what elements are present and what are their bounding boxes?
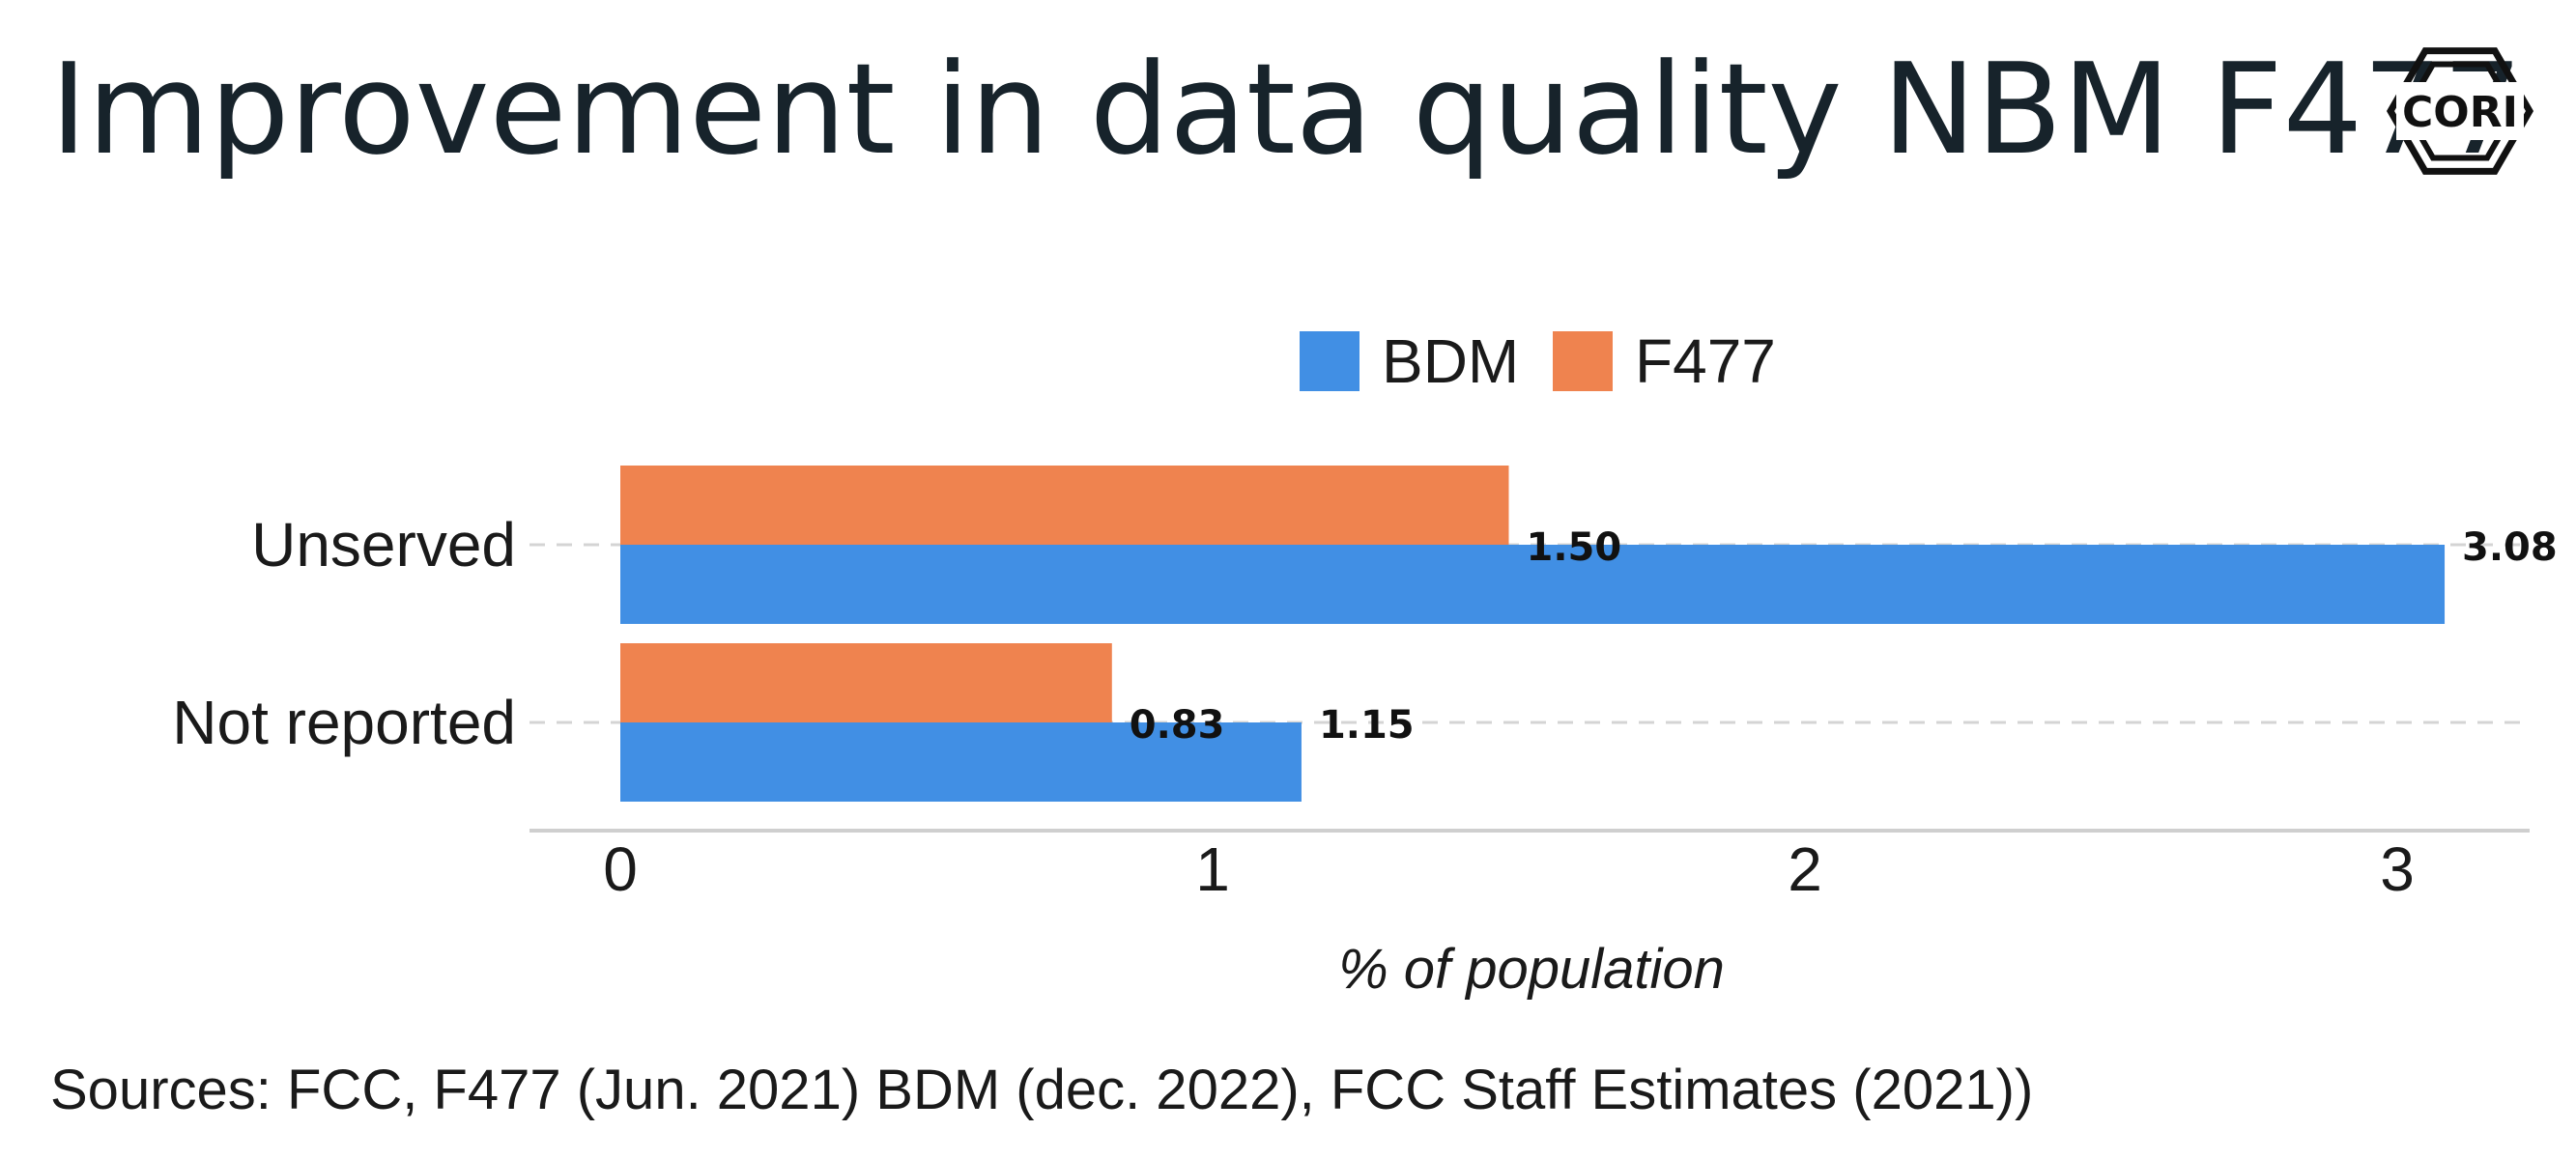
value-labels: 3.08 1.50 1.15 0.83: [1130, 525, 2558, 748]
x-tick-label-3: 3: [2380, 834, 2415, 904]
value-label-bdm-1: 1.15: [1319, 703, 1415, 748]
value-label-f477-1: 0.83: [1130, 703, 1225, 748]
bar-f477-1: [620, 643, 1112, 722]
bars: [620, 466, 2446, 802]
value-label-bdm-0: 3.08: [2462, 525, 2558, 570]
x-axis-label: % of population: [1338, 938, 1725, 1001]
bar-bdm-1: [620, 722, 1302, 802]
logo-band: [2396, 82, 2524, 140]
value-label-f477-0: 1.50: [1527, 525, 1622, 570]
category-label-1: Not reported: [172, 688, 516, 757]
logo-hex-outer: [2386, 47, 2534, 175]
logo-text: CORI: [2402, 88, 2518, 137]
source-note: Sources: FCC, F477 (Jun. 2021) BDM (dec.…: [50, 1059, 2033, 1121]
category-labels: Unserved Not reported: [172, 510, 516, 757]
legend-swatch-f477: [1553, 331, 1613, 391]
legend: BDM F477: [1300, 326, 1776, 396]
legend-swatch-bdm: [1300, 331, 1360, 391]
x-tick-labels: 0 1 2 3: [603, 834, 2415, 904]
cori-logo: CORI: [2386, 47, 2534, 175]
category-label-0: Unserved: [251, 510, 516, 580]
bar-f477-0: [620, 466, 1509, 545]
legend-label-bdm: BDM: [1382, 326, 1519, 396]
x-tick-label-2: 2: [1788, 834, 1822, 904]
x-tick-label-1: 1: [1195, 834, 1230, 904]
x-tick-label-0: 0: [603, 834, 638, 904]
chart-title: Improvement in data quality NBM F477: [50, 36, 2523, 183]
bar-bdm-0: [620, 545, 2446, 624]
legend-label-f477: F477: [1635, 326, 1776, 396]
